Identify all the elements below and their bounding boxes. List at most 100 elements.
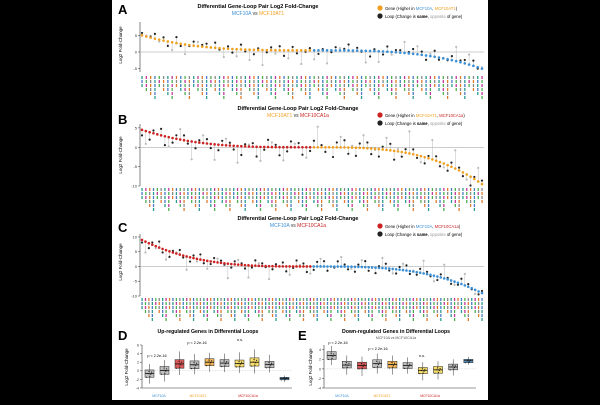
gene-label-mark: [392, 298, 394, 301]
gene-point: [470, 286, 473, 290]
box-point: [332, 355, 334, 357]
gene-label-mark: [320, 188, 323, 191]
gene-label-mark: [206, 306, 208, 309]
gene-label-mark: [205, 80, 208, 83]
loop-same-point: [228, 141, 231, 144]
gene-label-mark: [335, 76, 337, 79]
gene-label-mark: [213, 196, 216, 199]
loop-same-point: [347, 43, 350, 46]
gene-label-mark: [141, 188, 143, 191]
box-point: [222, 362, 224, 364]
gene-label-mark: [191, 188, 193, 191]
gene-label-mark: [443, 306, 445, 309]
loop-opposite-point: [259, 159, 262, 162]
loop-same-point: [308, 47, 311, 50]
gene-label-mark: [151, 310, 154, 313]
gene-label-mark: [397, 200, 399, 203]
gene-label-mark: [141, 84, 143, 87]
gene-label-mark: [205, 96, 208, 99]
gene-point: [454, 59, 458, 63]
gene-point: [312, 49, 316, 52]
gene-label-mark: [216, 298, 219, 301]
loop-same-point: [244, 143, 247, 146]
gene-point: [250, 264, 254, 267]
gene-label-mark: [285, 298, 287, 301]
box-point: [452, 364, 454, 366]
gene-label-mark: [381, 306, 384, 309]
gene-label-mark: [240, 188, 243, 191]
box-point: [285, 378, 287, 380]
gene-point: [315, 265, 319, 268]
gene-label-mark: [429, 298, 432, 301]
gene-label-mark: [197, 88, 199, 91]
gene-label-mark: [151, 302, 154, 305]
gene-point: [429, 54, 432, 58]
gene-label-mark: [180, 84, 182, 87]
gene-label-mark: [416, 298, 418, 301]
gene-label-mark: [295, 310, 298, 313]
gene-label-mark: [330, 302, 332, 305]
gene-point: [217, 143, 220, 146]
gene-label-mark: [336, 188, 338, 191]
gene-label-mark: [171, 76, 173, 79]
loop-same-point: [450, 55, 453, 58]
gene-label-mark: [141, 298, 143, 301]
gene-point: [386, 50, 389, 53]
gene-label-mark: [141, 80, 143, 83]
panel-d-ylabel: Log2 Fold-Change: [124, 348, 129, 386]
gene-label-mark: [395, 80, 397, 83]
gene-point: [161, 247, 164, 251]
gene-point: [338, 49, 342, 52]
gene-label-mark: [141, 306, 143, 309]
legend-loop-icon: [377, 120, 383, 126]
gene-label-mark: [447, 302, 449, 305]
gene-point: [233, 263, 237, 266]
gene-label-mark: [296, 76, 298, 79]
loop-same-point: [261, 262, 264, 265]
gene-point: [415, 270, 419, 274]
gene-point: [403, 51, 406, 55]
box-point: [408, 365, 410, 367]
panel-c: C Differential Gene-Loop Pair Log2 Fold-…: [118, 216, 484, 321]
loop-same-point: [274, 143, 277, 146]
box-point: [330, 352, 332, 354]
gene-label-mark: [472, 88, 475, 91]
gene-label-mark: [180, 76, 182, 79]
gene-point: [392, 149, 396, 153]
gene-label-mark: [429, 80, 432, 83]
box-point: [436, 367, 439, 369]
gene-label-mark: [343, 200, 346, 203]
gene-label-mark: [313, 314, 315, 317]
gene-point: [198, 141, 201, 144]
gene-label-mark: [164, 200, 166, 203]
gene-label-mark: [214, 80, 216, 83]
loop-opposite-point: [340, 256, 343, 259]
loop-same-point: [366, 141, 369, 144]
legend-gene-icon: [377, 5, 383, 11]
gene-label-mark: [477, 306, 480, 309]
gene-point: [473, 177, 476, 181]
gene-label-mark: [292, 76, 294, 79]
gene-label-mark: [302, 310, 305, 313]
gene-label-mark: [343, 192, 346, 195]
panel-d-group-3: MCF10CA1a: [238, 394, 258, 398]
gene-label-mark: [231, 80, 234, 83]
gene-label-mark: [378, 96, 380, 99]
gene-label-mark: [270, 76, 272, 79]
gene-label-mark: [175, 298, 178, 301]
gene-label-mark: [251, 302, 253, 305]
gene-label-mark: [234, 306, 236, 309]
loop-same-point: [175, 134, 178, 137]
gene-label-mark: [326, 310, 329, 313]
gene-label-mark: [289, 306, 291, 309]
gene-label-mark: [337, 298, 339, 301]
gene-label-mark: [313, 84, 315, 87]
gene-point: [274, 145, 278, 149]
y-tick-label: -4: [136, 386, 139, 390]
gene-label-mark: [317, 204, 319, 207]
gene-point: [350, 265, 353, 269]
loop-same-point: [232, 148, 235, 151]
gene-label-mark: [356, 88, 358, 91]
gene-label-mark: [451, 80, 453, 83]
gene-label-mark: [426, 314, 428, 317]
